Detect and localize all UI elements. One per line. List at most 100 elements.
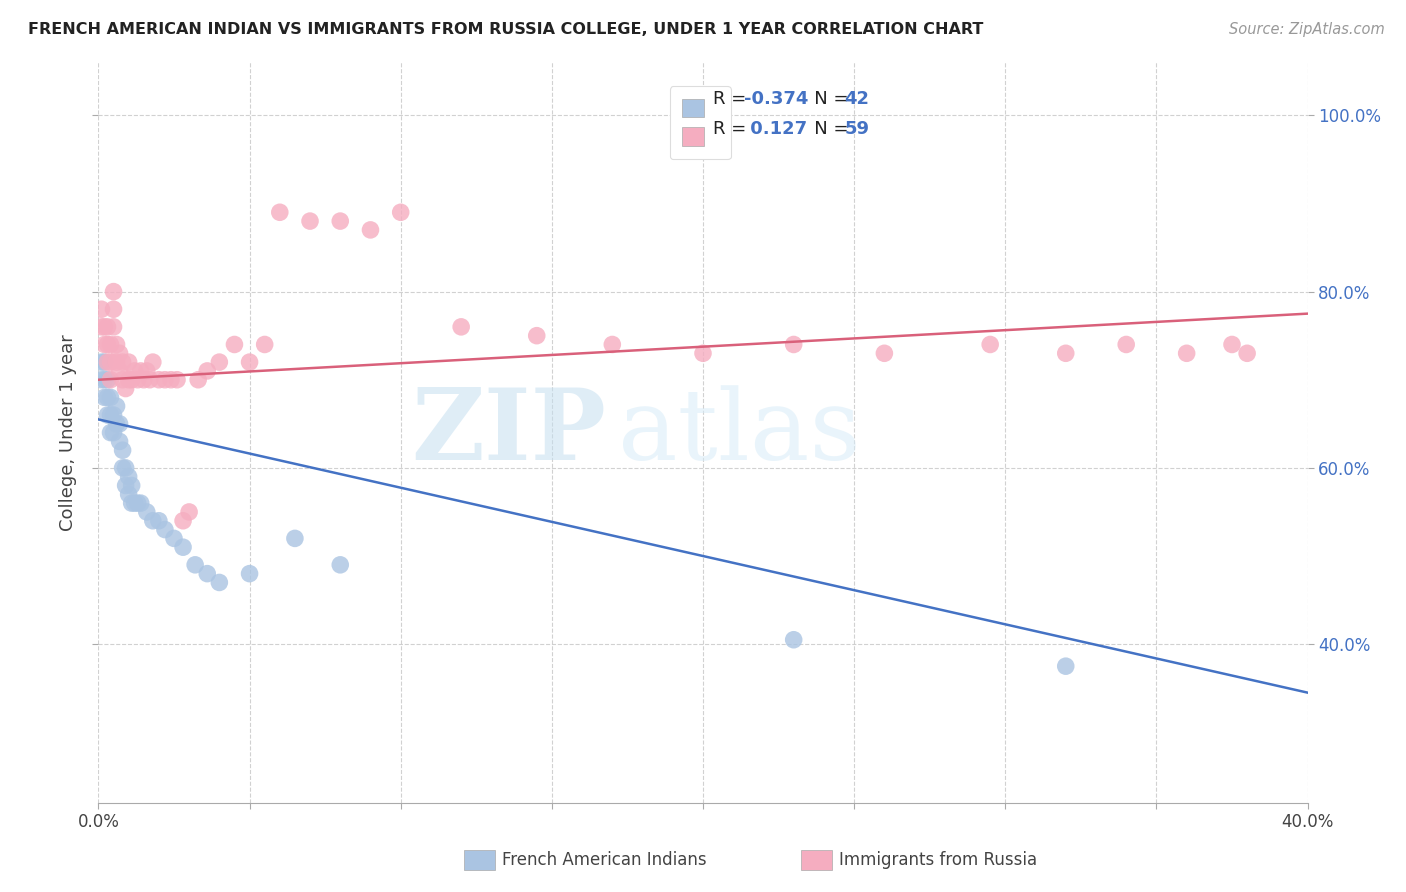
- Point: [526, 328, 548, 343]
- Point: [269, 205, 291, 219]
- Point: [1115, 337, 1137, 351]
- Point: [100, 408, 122, 422]
- Point: [160, 373, 183, 387]
- Point: [111, 461, 134, 475]
- Text: R =: R =: [713, 90, 752, 108]
- Point: [103, 408, 125, 422]
- Text: -0.374: -0.374: [744, 90, 808, 108]
- Point: [103, 285, 125, 299]
- Point: [135, 505, 157, 519]
- Text: R =: R =: [713, 120, 752, 138]
- Text: 59: 59: [845, 120, 869, 138]
- Point: [224, 337, 246, 351]
- Point: [153, 373, 176, 387]
- Point: [90, 302, 112, 317]
- Point: [114, 382, 136, 396]
- Text: 42: 42: [845, 90, 869, 108]
- Point: [389, 205, 412, 219]
- Point: [184, 558, 207, 572]
- Point: [96, 390, 118, 404]
- Point: [360, 223, 382, 237]
- Point: [172, 514, 194, 528]
- Point: [108, 434, 131, 449]
- Point: [148, 373, 170, 387]
- Point: [96, 373, 118, 387]
- Point: [105, 337, 128, 351]
- Point: [118, 469, 141, 483]
- Text: 0.127: 0.127: [744, 120, 807, 138]
- Point: [111, 355, 134, 369]
- Point: [93, 355, 115, 369]
- Point: [253, 337, 276, 351]
- Text: French American Indians: French American Indians: [502, 851, 707, 869]
- Point: [208, 575, 231, 590]
- Point: [195, 364, 218, 378]
- Point: [121, 478, 143, 492]
- Text: Source: ZipAtlas.com: Source: ZipAtlas.com: [1229, 22, 1385, 37]
- Point: [1054, 659, 1077, 673]
- Point: [90, 355, 112, 369]
- Point: [132, 373, 155, 387]
- Point: [1175, 346, 1198, 360]
- Point: [118, 373, 141, 387]
- Point: [239, 355, 262, 369]
- Point: [121, 496, 143, 510]
- Point: [100, 373, 122, 387]
- Point: [114, 461, 136, 475]
- Point: [142, 514, 165, 528]
- Point: [450, 319, 472, 334]
- Point: [142, 355, 165, 369]
- Point: [127, 373, 149, 387]
- Point: [129, 364, 152, 378]
- Point: [105, 417, 128, 431]
- Legend: , : ,: [669, 87, 731, 160]
- Point: [187, 373, 209, 387]
- Point: [153, 523, 176, 537]
- Point: [166, 373, 188, 387]
- Point: [103, 425, 125, 440]
- Point: [127, 496, 149, 510]
- Text: Immigrants from Russia: Immigrants from Russia: [839, 851, 1038, 869]
- Point: [96, 408, 118, 422]
- Point: [118, 487, 141, 501]
- Point: [1054, 346, 1077, 360]
- Point: [105, 355, 128, 369]
- Point: [93, 319, 115, 334]
- Point: [96, 337, 118, 351]
- Point: [124, 364, 146, 378]
- Point: [139, 373, 162, 387]
- Point: [329, 214, 352, 228]
- Point: [179, 505, 201, 519]
- Y-axis label: College, Under 1 year: College, Under 1 year: [59, 334, 77, 531]
- Text: FRENCH AMERICAN INDIAN VS IMMIGRANTS FROM RUSSIA COLLEGE, UNDER 1 YEAR CORRELATI: FRENCH AMERICAN INDIAN VS IMMIGRANTS FRO…: [28, 22, 983, 37]
- Point: [172, 540, 194, 554]
- Point: [239, 566, 262, 581]
- Point: [299, 214, 322, 228]
- Point: [602, 337, 624, 351]
- Point: [96, 355, 118, 369]
- Point: [90, 319, 112, 334]
- Text: N =: N =: [797, 120, 855, 138]
- Point: [105, 399, 128, 413]
- Text: N =: N =: [797, 90, 855, 108]
- Point: [114, 478, 136, 492]
- Point: [100, 390, 122, 404]
- Point: [108, 346, 131, 360]
- Point: [692, 346, 714, 360]
- Point: [100, 337, 122, 351]
- Point: [783, 632, 806, 647]
- Text: ZIP: ZIP: [412, 384, 606, 481]
- Point: [96, 319, 118, 334]
- Point: [118, 355, 141, 369]
- Point: [783, 337, 806, 351]
- Point: [329, 558, 352, 572]
- Point: [111, 443, 134, 458]
- Point: [135, 364, 157, 378]
- Point: [108, 417, 131, 431]
- Point: [979, 337, 1001, 351]
- Point: [148, 514, 170, 528]
- Point: [873, 346, 896, 360]
- Point: [1236, 346, 1258, 360]
- Point: [284, 532, 307, 546]
- Point: [100, 425, 122, 440]
